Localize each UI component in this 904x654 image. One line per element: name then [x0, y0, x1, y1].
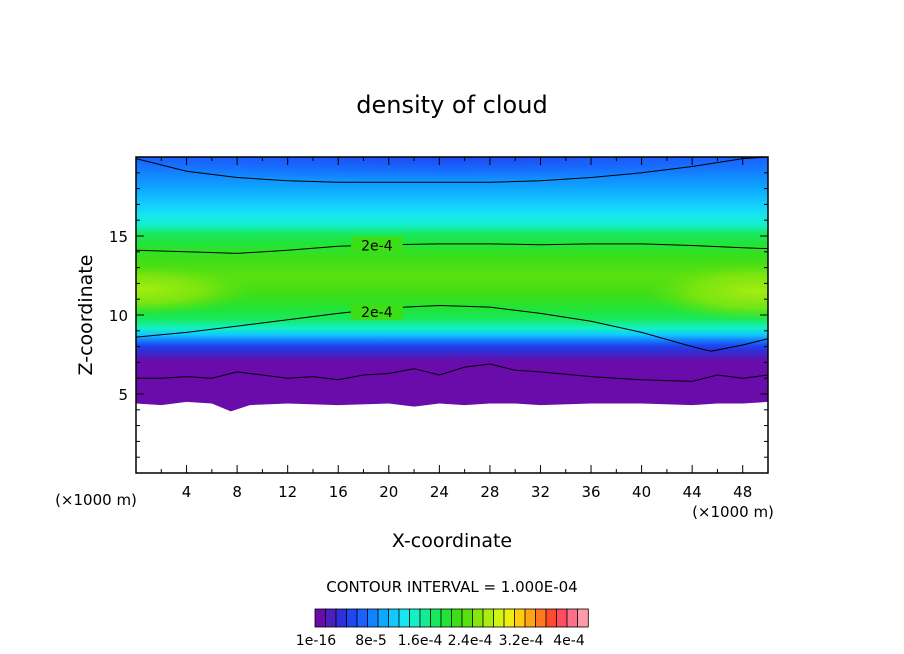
x-tick-label: 16 [329, 483, 348, 501]
colorbar-swatch [451, 608, 463, 628]
colorbar-label: 1e-16 [296, 633, 336, 649]
colorbar-swatch [409, 608, 421, 628]
colorbar-label: 1.6e-4 [398, 633, 443, 649]
high-density-region-right [641, 261, 768, 322]
contour-interval-text: CONTOUR INTERVAL = 1.000E-04 [326, 578, 577, 596]
colorbar-swatch [356, 608, 369, 628]
x-tick-label: 28 [480, 483, 499, 501]
colorbar-swatch [335, 608, 348, 628]
x-tick-label: 20 [379, 483, 398, 501]
contour-line-top [136, 157, 768, 183]
contour-label: 2e-4 [361, 238, 393, 254]
colorbar-swatch [514, 608, 526, 628]
colorbar-label: 3.2e-4 [499, 633, 544, 649]
colorbar-swatch [314, 608, 327, 628]
y-tick-label: 10 [109, 307, 128, 325]
colorbar-swatch [577, 608, 589, 628]
x-tick-label: 8 [232, 483, 242, 501]
contour-labels: 2e-4 2e-4 [350, 236, 403, 321]
y-tick-label: 5 [118, 386, 128, 404]
x-tick-label: 24 [430, 483, 449, 501]
x-tick-label: 48 [733, 483, 752, 501]
colorbar-swatch [482, 608, 495, 628]
colorbar-swatch [524, 608, 537, 628]
colorbar-swatch [388, 608, 400, 628]
colorbar-swatch [493, 608, 505, 628]
x-axis-title: X-coordinate [392, 530, 512, 552]
colorbar-swatch [566, 608, 579, 628]
x-tick-label: 12 [278, 483, 297, 501]
contour-label-bg [350, 236, 403, 254]
x-tick-label: 44 [683, 483, 702, 501]
colorbar-swatch [461, 608, 474, 628]
chart-title: density of cloud [356, 91, 547, 119]
x-unit-label-left: (×1000 m) [55, 491, 137, 509]
contour-line-2e-4-lower [136, 304, 768, 352]
y-axis-title: Z-coordinate [75, 255, 97, 376]
colorbar-swatch [325, 608, 337, 628]
x-tick-label: 40 [632, 483, 651, 501]
cloud-edge-contour [136, 363, 768, 382]
colorbar-swatch [398, 608, 411, 628]
x-tick-label: 32 [531, 483, 550, 501]
colorbar-swatch [472, 608, 484, 628]
contour-label: 2e-4 [361, 305, 393, 321]
x-axis-ticks: 4 8 12 16 20 24 28 32 36 40 44 48 [160, 157, 752, 501]
x-tick-label: 4 [182, 483, 192, 501]
x-unit-label-right: (×1000 m) [692, 503, 774, 521]
contour-label-bg [350, 302, 403, 320]
colorbar-label: 4e-4 [553, 633, 585, 649]
colorbar-label: 8e-5 [355, 633, 386, 649]
colorbar-swatch [346, 608, 358, 628]
y-tick-label: 15 [109, 228, 128, 246]
cloud-field [136, 157, 768, 412]
colorbar [314, 608, 589, 628]
y-axis-ticks: 5 10 15 [109, 172, 768, 458]
colorbar-label: 2.4e-4 [448, 633, 493, 649]
colorbar-swatch [377, 608, 390, 628]
colorbar-labels: 1e-16 8e-5 1.6e-4 2.4e-4 3.2e-4 4e-4 [296, 633, 585, 649]
colorbar-swatch [503, 608, 516, 628]
colorbar-swatch [430, 608, 442, 628]
high-density-region-left [136, 264, 257, 315]
colorbar-swatch [367, 608, 379, 628]
colorbar-swatch [535, 608, 547, 628]
colorbar-swatch [419, 608, 432, 628]
low-density-top [136, 157, 768, 197]
colorbar-swatch [556, 608, 568, 628]
colorbar-swatch [545, 608, 558, 628]
contour-line-2e-4-upper [136, 243, 768, 254]
colorbar-swatch [440, 608, 453, 628]
plot-area: 2e-4 2e-4 [136, 157, 768, 412]
x-tick-label: 36 [581, 483, 600, 501]
